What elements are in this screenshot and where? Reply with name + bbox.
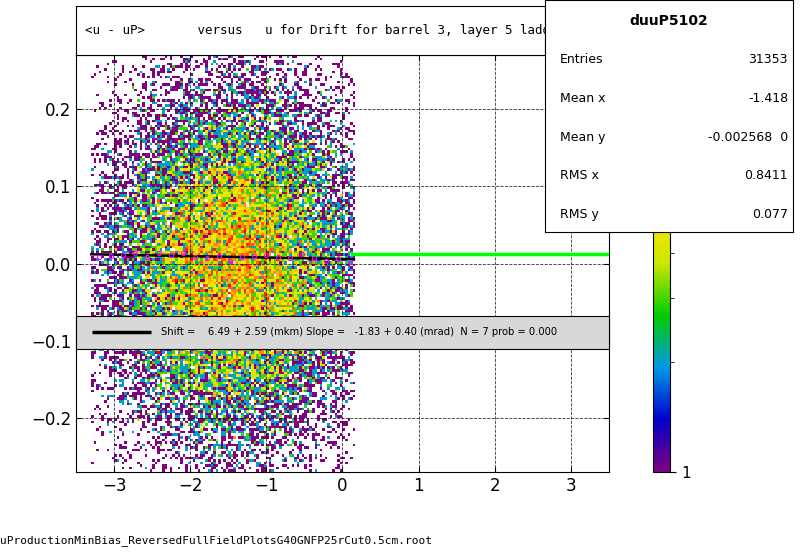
Text: Entries: Entries — [560, 54, 603, 66]
Text: -0.002568  0: -0.002568 0 — [708, 131, 788, 144]
Text: uProductionMinBias_ReversedFullFieldPlotsG40GNFP25rCut0.5cm.root: uProductionMinBias_ReversedFullFieldPlot… — [0, 535, 432, 546]
Text: Mean y: Mean y — [560, 131, 606, 144]
Text: 0.077: 0.077 — [752, 208, 788, 221]
Text: Mean x: Mean x — [560, 92, 606, 105]
Text: Shift =    6.49 + 2.59 (mkm) Slope =   -1.83 + 0.40 (mrad)  N = 7 prob = 0.000: Shift = 6.49 + 2.59 (mkm) Slope = -1.83 … — [161, 327, 557, 337]
Text: 0.8411: 0.8411 — [744, 169, 788, 182]
Text: 31353: 31353 — [748, 54, 788, 66]
Text: duuP5102: duuP5102 — [630, 14, 708, 28]
Text: -1.418: -1.418 — [748, 92, 788, 105]
Text: RMS x: RMS x — [560, 169, 598, 182]
Text: RMS y: RMS y — [560, 208, 598, 221]
Text: <u - uP>       versus   u for Drift for barrel 3, layer 5 ladder 2, wafer 1: <u - uP> versus u for Drift for barrel 3… — [86, 24, 648, 37]
